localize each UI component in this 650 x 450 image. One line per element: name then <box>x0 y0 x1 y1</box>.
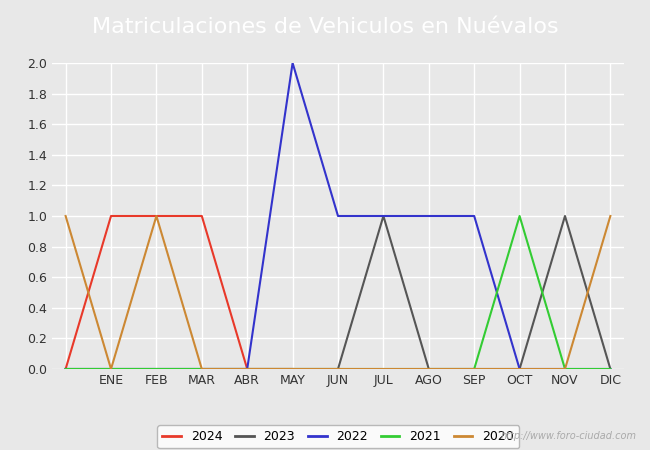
Text: http://www.foro-ciudad.com: http://www.foro-ciudad.com <box>501 431 637 441</box>
Legend: 2024, 2023, 2022, 2021, 2020: 2024, 2023, 2022, 2021, 2020 <box>157 425 519 449</box>
Text: Matriculaciones de Vehiculos en Nuévalos: Matriculaciones de Vehiculos en Nuévalos <box>92 17 558 37</box>
